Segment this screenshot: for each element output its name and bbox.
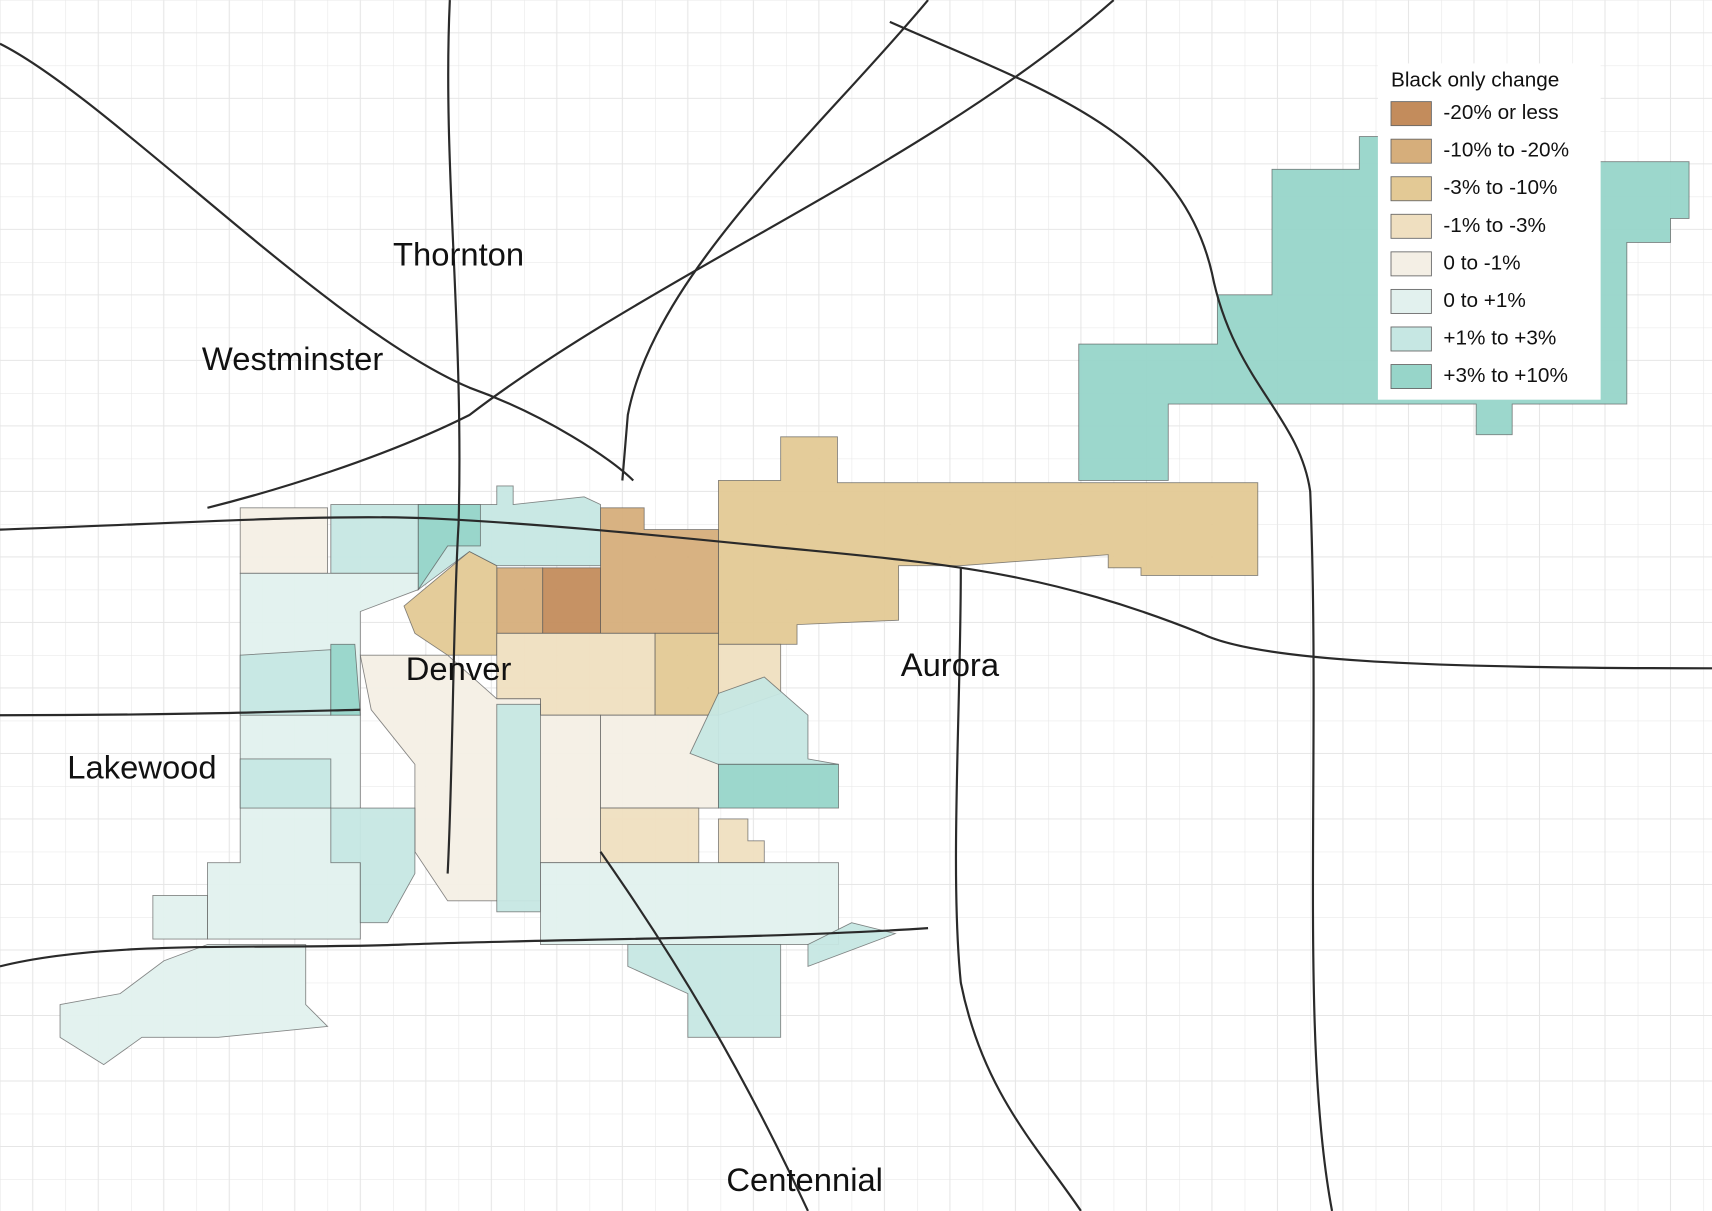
legend-label: -10% to -20%	[1443, 139, 1569, 162]
legend-label: 0 to +1%	[1443, 289, 1525, 312]
legend-swatch	[1390, 138, 1432, 164]
legend-swatch	[1390, 176, 1432, 202]
tract	[542, 567, 601, 634]
highway	[0, 708, 361, 717]
place-label: Westminster	[202, 340, 383, 377]
place-label: Centennial	[726, 1161, 883, 1198]
tract	[330, 807, 416, 924]
legend-swatch	[1390, 101, 1432, 127]
tract	[496, 567, 544, 634]
tract	[540, 862, 839, 945]
highway	[954, 567, 1082, 1211]
legend-label: 0 to -1%	[1443, 251, 1520, 274]
legend-swatch	[1390, 364, 1432, 389]
tract	[59, 944, 329, 1066]
legend-swatch	[1390, 213, 1432, 239]
place-label: Thornton	[393, 235, 524, 272]
place-label: Denver	[406, 650, 512, 687]
highway	[207, 0, 1115, 509]
highway	[0, 516, 1712, 670]
legend: Black only change -20% or less -10% to -2…	[1377, 63, 1601, 400]
highway	[621, 0, 929, 481]
tract	[689, 676, 839, 765]
place-label: Aurora	[901, 646, 1000, 683]
place-labels: Thornton Westminster Denver Aurora Lakew…	[67, 235, 1000, 1198]
legend-label: +3% to +10%	[1443, 364, 1568, 387]
tract	[239, 758, 332, 809]
legend-swatch	[1390, 251, 1432, 277]
tract	[717, 763, 839, 809]
tract	[654, 632, 719, 716]
tract	[717, 436, 1259, 645]
highway	[889, 20, 1334, 1211]
legend-label: +1% to +3%	[1443, 326, 1556, 349]
legend-swatch	[1390, 326, 1432, 352]
tract	[496, 703, 541, 913]
legend-label: -3% to -10%	[1443, 176, 1557, 199]
place-label: Lakewood	[67, 748, 216, 785]
legend-label: -20% or less	[1443, 101, 1558, 124]
tract	[239, 649, 332, 716]
highway	[0, 42, 635, 482]
tract	[600, 807, 700, 864]
tract	[330, 504, 419, 574]
tract	[152, 894, 208, 940]
highway	[599, 851, 809, 1211]
highway	[446, 0, 461, 874]
tract	[627, 944, 782, 1038]
legend-title: Black only change	[1391, 68, 1559, 91]
tract	[600, 714, 719, 809]
legend-label: -1% to -3%	[1443, 214, 1546, 237]
tract	[330, 643, 361, 716]
legend-swatch	[1390, 288, 1432, 314]
highway	[0, 927, 929, 968]
